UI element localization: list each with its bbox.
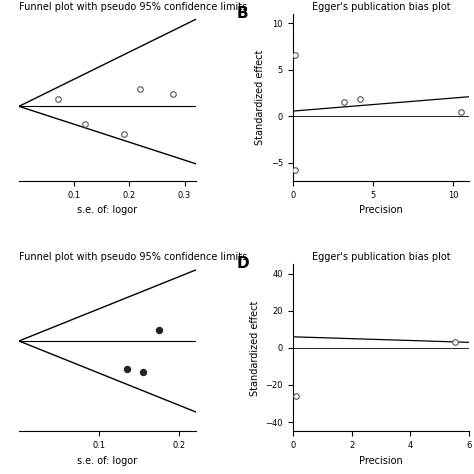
Text: Funnel plot with pseudo 95% confidence limits: Funnel plot with pseudo 95% confidence l… bbox=[19, 2, 247, 12]
X-axis label: s.e. of: logor: s.e. of: logor bbox=[77, 456, 137, 465]
Text: B: B bbox=[236, 6, 248, 21]
X-axis label: s.e. of: logor: s.e. of: logor bbox=[77, 205, 137, 215]
X-axis label: Precision: Precision bbox=[359, 205, 403, 215]
X-axis label: Precision: Precision bbox=[359, 456, 403, 465]
Title: Egger's publication bias plot: Egger's publication bias plot bbox=[311, 2, 450, 12]
Text: Funnel plot with pseudo 95% confidence limits: Funnel plot with pseudo 95% confidence l… bbox=[19, 252, 247, 262]
Text: D: D bbox=[236, 256, 249, 271]
Y-axis label: Standardized effect: Standardized effect bbox=[250, 300, 260, 396]
Y-axis label: Standardized effect: Standardized effect bbox=[255, 50, 265, 146]
Title: Egger's publication bias plot: Egger's publication bias plot bbox=[311, 252, 450, 262]
